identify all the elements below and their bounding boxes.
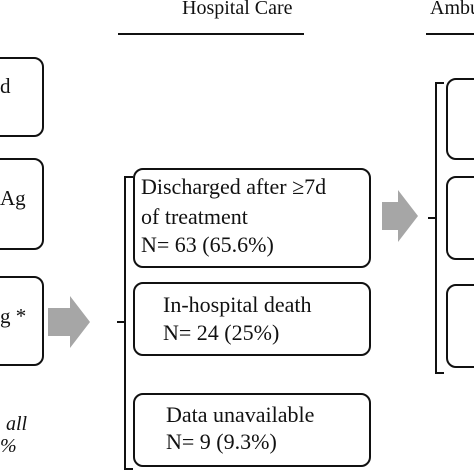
left-box-1-text: d: [0, 74, 11, 98]
arrow-left-to-hospital: [48, 296, 90, 348]
in-hospital-death-count: N= 24 (25%): [163, 320, 280, 345]
left-box-2-text: Ag: [0, 186, 26, 210]
data-unavailable-label: Data unavailable: [166, 402, 315, 427]
header-ambulatory-care: Ambu: [430, 0, 474, 19]
left-box-3-text: g *: [0, 304, 27, 328]
ambulatory-box-3: [446, 284, 474, 368]
header-hospital-care: Hospital Care: [182, 0, 293, 19]
discharged-count: N= 63 (65.6%): [141, 232, 274, 257]
discharged-line-1: Discharged after ≥7d: [141, 174, 327, 199]
discharged-line-2: of treatment: [141, 204, 248, 229]
data-unavailable-count: N= 9 (9.3%): [166, 429, 277, 454]
discharged-box: [133, 168, 371, 268]
left-box-2: [0, 158, 44, 250]
ambulatory-box-1: [446, 78, 474, 160]
footnote-line-2: %: [0, 435, 17, 457]
left-box-1: [0, 57, 44, 137]
footnote-line-1: all: [6, 413, 28, 435]
ambulatory-box-2: [446, 176, 474, 260]
in-hospital-death-label: In-hospital death: [163, 292, 312, 317]
data-unavailable-box: [133, 393, 371, 467]
header-ambulatory-underline: [426, 33, 474, 35]
arrow-hospital-to-ambulatory: [382, 190, 418, 242]
header-hospital-care-underline: [118, 33, 304, 35]
left-box-3: [0, 276, 44, 366]
in-hospital-death-box: [133, 282, 371, 356]
